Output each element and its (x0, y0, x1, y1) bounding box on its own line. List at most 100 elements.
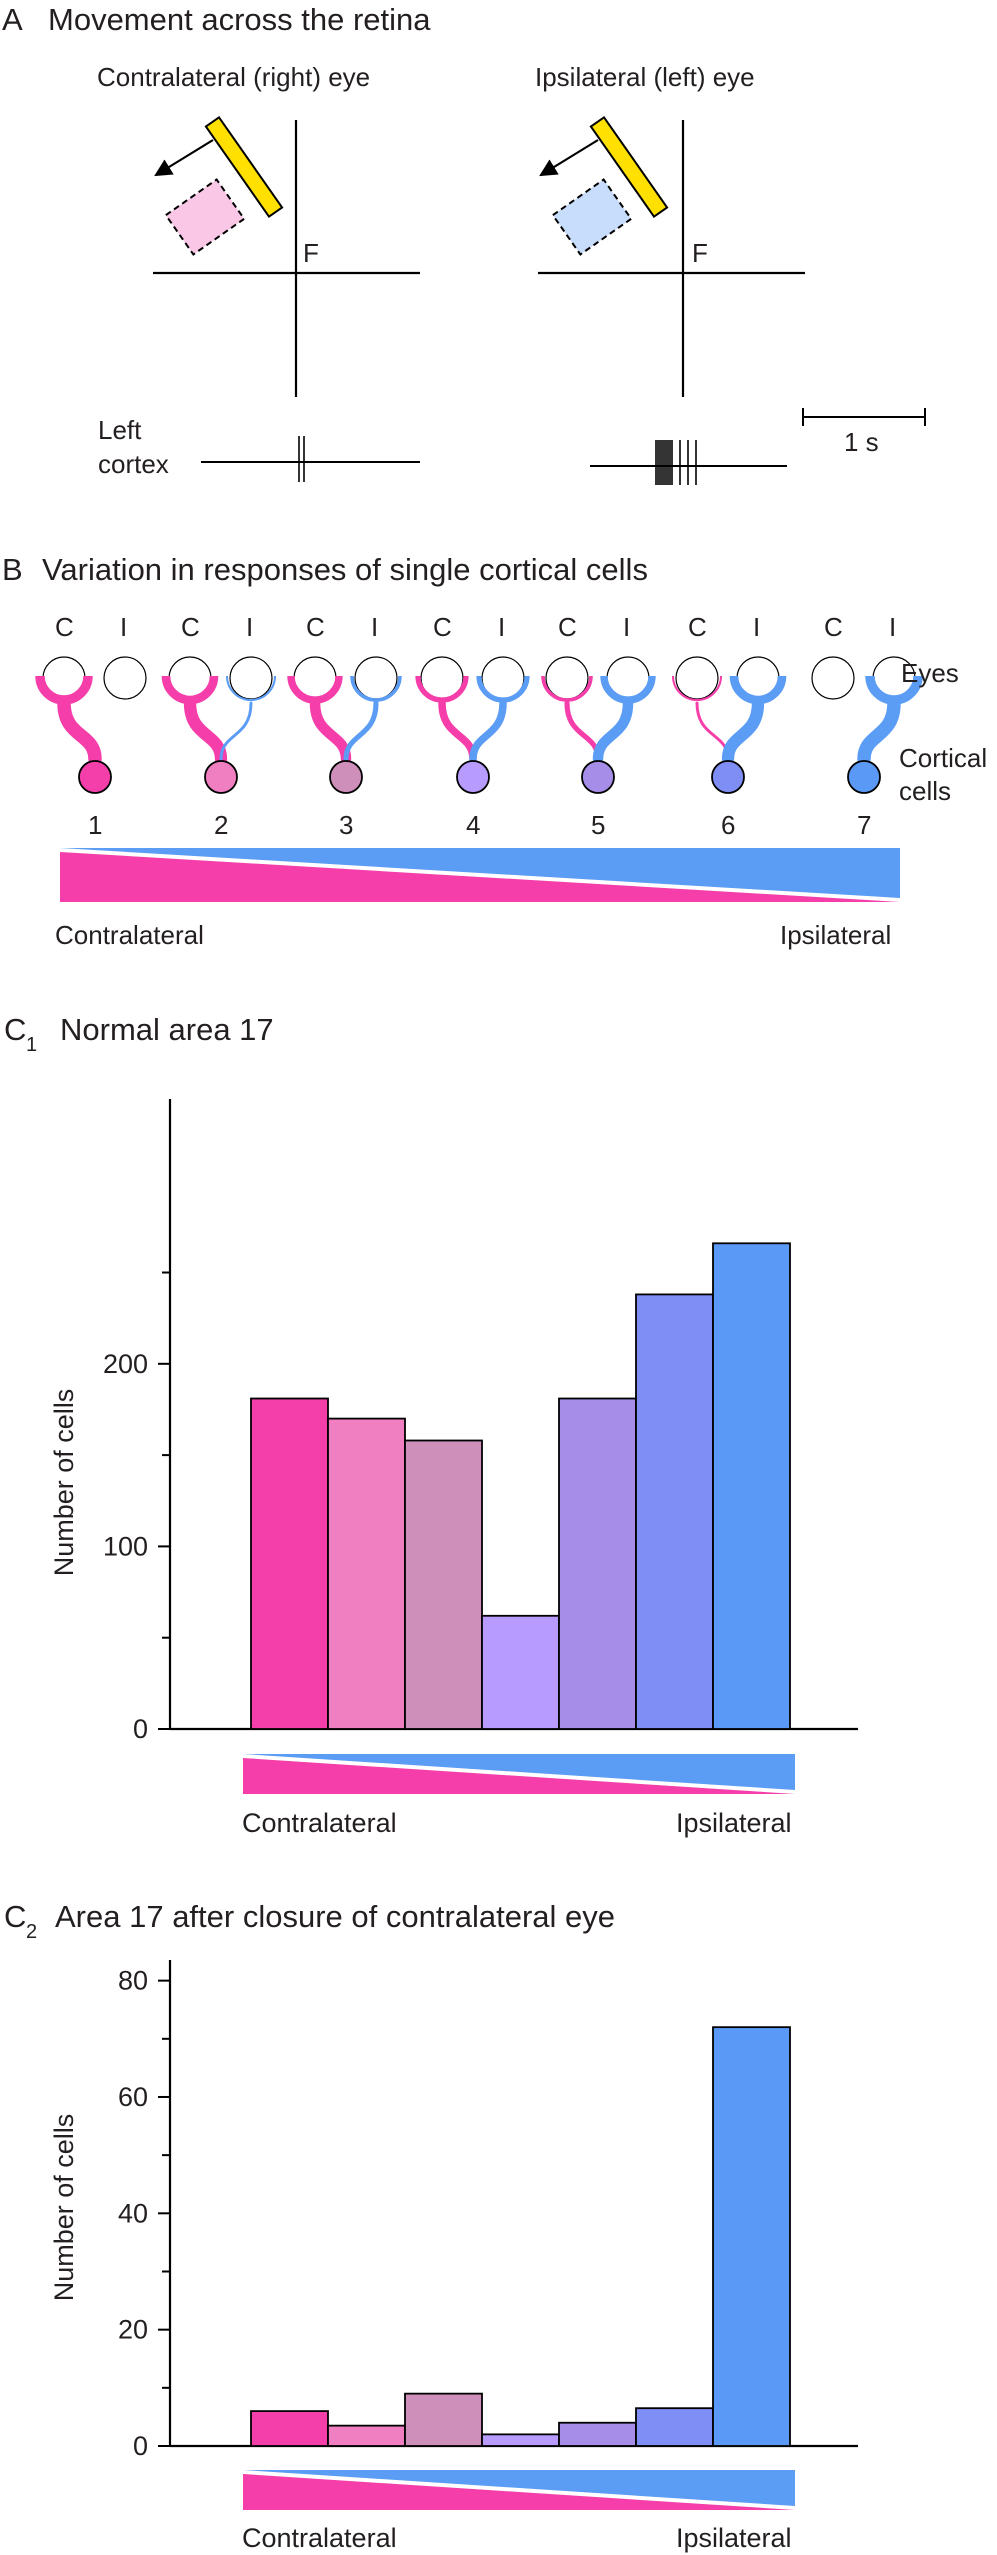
chart-c1-contralateral-wedge (243, 1758, 795, 1794)
contralateral-pathway (57, 696, 102, 766)
panel-b-contralateral-label: Contralateral (55, 920, 204, 950)
panel-c1-letter: C (4, 1012, 26, 1047)
panel-c2-letter: C (4, 1899, 26, 1934)
dominance-gradient-wedges (60, 848, 900, 902)
panel-b-letter: B (2, 552, 23, 587)
contralateral-stimulus-bar (204, 115, 284, 219)
panel-c2-subscript: 2 (26, 1921, 37, 1943)
panel-b-ipsilateral-wedge (60, 848, 900, 898)
contralateral-pathway (564, 700, 601, 762)
bar-6 (635, 2407, 714, 2447)
contralateral-pathway (309, 697, 352, 765)
bar-2 (327, 2424, 406, 2447)
eye-i-label: I (889, 612, 896, 642)
y-tick-label: 0 (133, 2431, 148, 2461)
cell-group-2: C I 2 (161, 612, 277, 840)
ipsilateral-stimulus-bar (589, 115, 669, 219)
bar-4 (481, 1614, 560, 1730)
panel-a: A Movement across the retina Contralater… (2, 2, 926, 485)
ipsilateral-spike-train (655, 440, 697, 485)
ipsilateral-eye (229, 656, 273, 700)
eye-c-label: C (688, 612, 707, 642)
eye-i-label: I (498, 612, 505, 642)
bar-2 (327, 1417, 406, 1730)
panel-a-title: Movement across the retina (48, 2, 431, 37)
cortical-cell (78, 760, 112, 794)
bar-5 (558, 1397, 637, 1730)
bar-3 (404, 1439, 483, 1730)
cell-group-5: C I 5 (541, 612, 656, 840)
group-number: 7 (857, 810, 871, 840)
y-tick-label: 100 (103, 1531, 148, 1561)
y-tick-label: 60 (118, 2082, 148, 2112)
ipsilateral-pathway (469, 699, 507, 763)
time-scale-bar: 1 s (802, 408, 926, 457)
eye-c-label: C (306, 612, 325, 642)
panel-b: B Variation in responses of single corti… (2, 552, 987, 950)
panel-c1-subscript: 1 (26, 1034, 37, 1056)
cortical-cell-groups: C I 1 C I 2 C I 3 C I 4 C I 5 C I 6 C I 7 (35, 612, 923, 840)
contralateral-eye-label: Contralateral (right) eye (97, 62, 370, 92)
ipsilateral-retina-arc (225, 675, 277, 701)
ipsilateral-receptive-field (551, 178, 633, 256)
contralateral-eye (675, 656, 719, 700)
ipsilateral-pathway (592, 697, 634, 765)
cortical-cell (847, 760, 881, 794)
ipsilateral-eye-label: Ipsilateral (left) eye (535, 62, 755, 92)
group-number: 6 (721, 810, 735, 840)
y-axis-label: Number of cells (49, 1389, 79, 1577)
eye-i-label: I (753, 612, 760, 642)
panel-b-title: Variation in responses of single cortica… (42, 552, 648, 587)
bar-4 (481, 2433, 560, 2447)
contralateral-pathway (183, 696, 228, 766)
cortical-cell (204, 760, 238, 794)
bar-1 (250, 1397, 329, 1730)
bar-7 (712, 2026, 791, 2447)
eye-i-label: I (623, 612, 630, 642)
group-number: 4 (466, 810, 480, 840)
cortical-cell (711, 760, 745, 794)
panel-b-ipsilateral-label: Ipsilateral (780, 920, 891, 950)
cell-group-4: C I 4 (415, 612, 530, 840)
y-tick-label: 20 (118, 2315, 148, 2345)
bar-5 (558, 2421, 637, 2447)
scale-bar-label: 1 s (844, 427, 879, 457)
contralateral-eye (811, 656, 855, 700)
ipsilateral-retina-arc (350, 675, 402, 702)
eye-c-label: C (55, 612, 74, 642)
contralateral-retina-arc (541, 675, 593, 702)
panel-c1-ipsilateral-label: Ipsilateral (676, 1808, 792, 1838)
panel-b-contralateral-wedge (60, 852, 900, 902)
panel-c2-title: Area 17 after closure of contralateral e… (55, 1899, 615, 1934)
ipsilateral-fixation-label: F (692, 238, 708, 268)
panel-c1-title: Normal area 17 (60, 1012, 274, 1047)
eyes-label: Eyes (901, 658, 959, 688)
group-number: 5 (591, 810, 605, 840)
y-tick-label: 40 (118, 2198, 148, 2228)
ipsilateral-eye (103, 656, 147, 700)
eye-c-label: C (824, 612, 843, 642)
chart-c1-ipsilateral-wedge (243, 1754, 795, 1790)
cell-group-7: C I 7 (811, 612, 923, 840)
cortical-cell (329, 760, 363, 794)
eye-i-label: I (371, 612, 378, 642)
bar-3 (404, 2392, 483, 2447)
cell-group-3: C I 3 (287, 612, 402, 840)
eye-i-label: I (246, 612, 253, 642)
cell-group-6: C I 6 (671, 612, 787, 840)
cortical-cell (456, 760, 490, 794)
chart-c2: 0 20 40 60 80 Number of cells (49, 1960, 858, 2510)
group-number: 3 (339, 810, 353, 840)
group-number: 1 (88, 810, 102, 840)
y-axis-label: Number of cells (49, 2114, 79, 2302)
ipsilateral-pathway (343, 700, 379, 762)
cortical-cells-label-line1: Cortical (899, 743, 987, 773)
cell-group-1: C I 1 (35, 612, 147, 840)
cortical-cells-label-line2: cells (899, 776, 951, 806)
bar-6 (635, 1293, 714, 1730)
eye-c-label: C (433, 612, 452, 642)
cortex-label-line1: Left (98, 415, 142, 445)
y-tick-label: 0 (133, 1714, 148, 1744)
chart-c2-ipsilateral-wedge (243, 2470, 795, 2506)
